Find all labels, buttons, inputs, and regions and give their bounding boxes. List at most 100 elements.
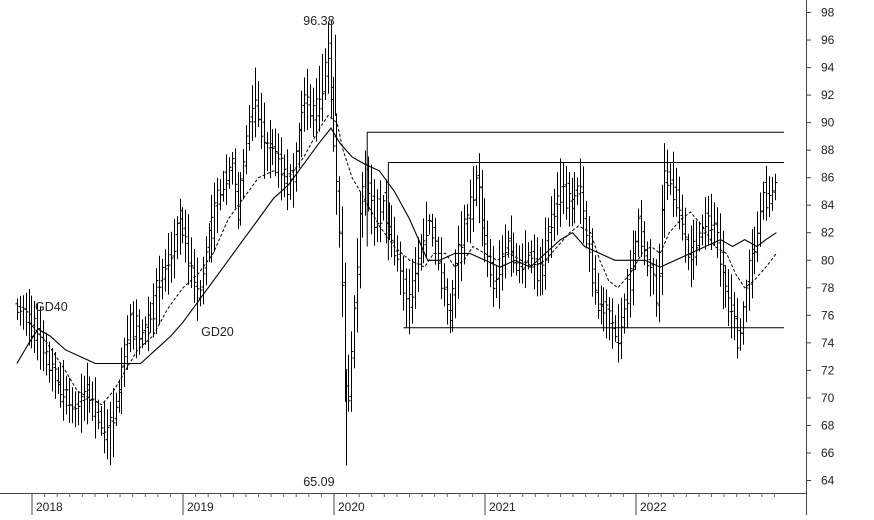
y-tick-label: 86 (821, 171, 835, 185)
price-bar (131, 301, 136, 350)
price-bar (183, 209, 188, 263)
price-bar (723, 265, 728, 308)
price-bar (201, 256, 206, 305)
price-bar (468, 179, 473, 244)
price-bar (703, 197, 708, 250)
price-bar (250, 85, 255, 142)
price-bar (105, 409, 110, 460)
price-bar (599, 285, 604, 325)
price-bar (410, 258, 415, 324)
price-bar (555, 172, 560, 236)
price-bar (180, 207, 185, 244)
price-bar (334, 113, 339, 215)
annotation-low: 65.09 (303, 475, 334, 489)
price-bar (421, 218, 426, 264)
price-bar (102, 401, 107, 454)
price-bar (485, 220, 490, 278)
price-bar (645, 241, 650, 277)
price-bar (311, 87, 316, 137)
price-bar (395, 235, 400, 272)
price-bar (32, 301, 37, 353)
price-bar (575, 177, 580, 205)
price-bar (477, 153, 482, 224)
price-bar (500, 235, 505, 291)
price-bar (372, 179, 377, 246)
axes-layer: 64 66 68 70 72 74 76 78 80 82 84 86 88 90 92 94 96 98 2018… (0, 0, 835, 515)
price-bar (747, 249, 752, 311)
price-bar (535, 237, 540, 297)
price-bar (570, 177, 575, 227)
price-bar (247, 105, 252, 151)
price-bar (195, 257, 200, 321)
y-tick-label: 66 (821, 446, 835, 460)
price-bar (622, 293, 627, 334)
y-tick-label: 64 (821, 474, 835, 488)
price-bar (241, 149, 246, 200)
price-bar (610, 298, 615, 349)
price-bar (276, 133, 281, 188)
y-tick-label: 82 (821, 226, 835, 240)
price-bar (471, 166, 476, 232)
price-bar (648, 239, 653, 297)
price-bar (111, 388, 116, 458)
price-bar (82, 375, 87, 421)
price-bar (639, 200, 644, 258)
price-bar (146, 296, 151, 352)
price-bar (15, 298, 20, 320)
price-bar (671, 151, 676, 217)
reference-lines-layer (366, 131, 784, 329)
price-bar (314, 78, 319, 142)
y-tick-label: 78 (821, 281, 835, 295)
price-bar (329, 20, 334, 118)
price-bar (601, 287, 606, 332)
price-bar (567, 172, 572, 227)
price-bar (607, 297, 612, 341)
price-bar (273, 128, 278, 177)
price-bar (430, 213, 435, 247)
price-bar (151, 283, 156, 338)
price-bar (752, 226, 757, 275)
price-bar (346, 354, 351, 412)
price-bar (439, 237, 444, 300)
price-bar (114, 392, 119, 426)
price-bar (143, 316, 148, 345)
price-bar (224, 154, 229, 205)
price-bar (558, 158, 563, 227)
price-bar (349, 331, 354, 412)
price-bar (378, 180, 383, 243)
price-bar (523, 230, 528, 288)
y-tick-label: 90 (821, 116, 835, 130)
price-bar (18, 296, 23, 326)
price-bar (21, 295, 26, 330)
price-bar (561, 162, 566, 215)
price-bar (657, 243, 662, 323)
price-bar (270, 129, 275, 165)
price-bar (157, 255, 162, 325)
price-bar (169, 231, 174, 283)
price-bar (572, 172, 577, 224)
price-bar (767, 176, 772, 217)
price-bar (689, 225, 694, 288)
price-bar (578, 158, 583, 225)
price-bar (677, 176, 682, 230)
price-bar (76, 391, 81, 426)
price-bar (503, 224, 508, 279)
price-bar (770, 176, 775, 211)
price-bar (462, 204, 467, 265)
price-bar (302, 77, 307, 132)
x-tick-label: 2020 (338, 500, 365, 514)
price-bar (584, 200, 589, 249)
price-bar (233, 148, 238, 209)
price-bar (427, 214, 432, 235)
price-bar (480, 170, 485, 247)
price-bar (590, 228, 595, 297)
price-bar (546, 217, 551, 263)
price-bar (227, 157, 232, 189)
y-tick-label: 76 (821, 308, 835, 322)
price-bar (64, 376, 69, 415)
price-bar (729, 274, 734, 339)
y-tick-label: 96 (821, 33, 835, 47)
price-bar (662, 143, 667, 238)
price-bar (61, 359, 66, 421)
price-bar (279, 137, 284, 201)
